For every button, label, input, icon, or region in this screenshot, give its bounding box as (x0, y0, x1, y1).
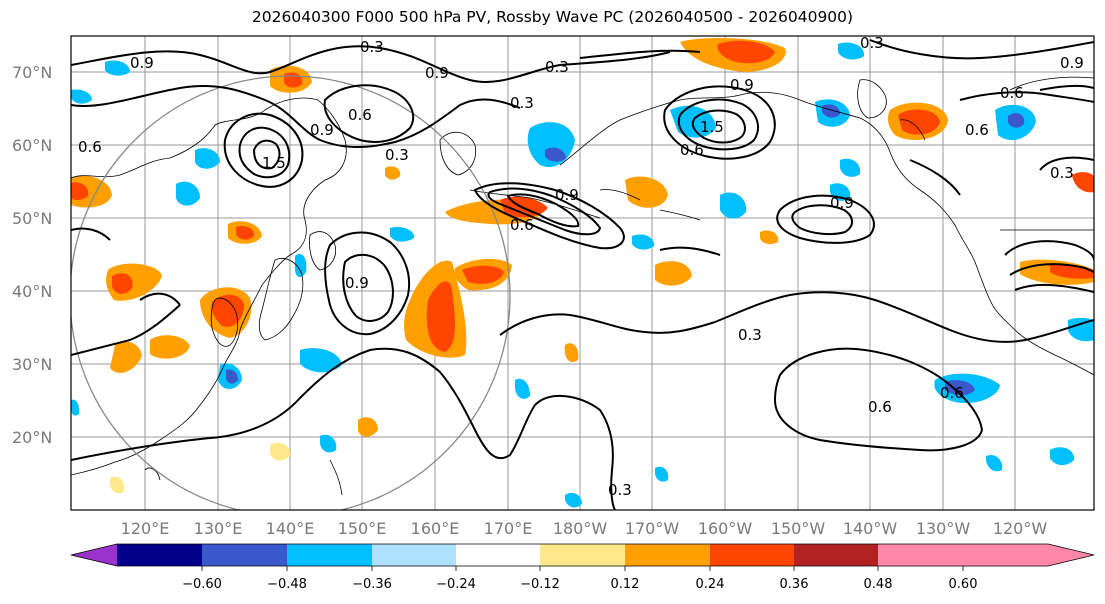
longitude-labels: 120°E 130°E 140°E 150°E 160°E 170°E 180°… (121, 519, 1048, 538)
contour-label: 0.3 (1050, 164, 1074, 182)
lon-label: 180°W (553, 519, 608, 538)
contour-label: 0.9 (425, 64, 449, 82)
lon-label: 160°E (411, 519, 460, 538)
colorbar-segment (372, 544, 456, 566)
colorbar-tick-label: −0.12 (520, 577, 560, 592)
contour-label: 0.3 (385, 146, 409, 164)
colorbar-tick-label: 0.24 (696, 577, 725, 592)
colorbar-segment (625, 544, 710, 566)
contour-label: 0.6 (868, 398, 892, 416)
contour-label: 0.9 (730, 76, 754, 94)
contour-label: 1.5 (700, 118, 724, 136)
colorbar-tick-label: 0.12 (611, 577, 640, 592)
contour-label: 0.6 (680, 141, 704, 159)
colorbar-segment (540, 544, 625, 566)
contour-label: 0.3 (860, 34, 884, 52)
colorbar-segment (710, 544, 794, 566)
lon-label: 150°W (771, 519, 826, 538)
lat-label: 20°N (12, 428, 52, 447)
lat-label: 70°N (12, 63, 52, 82)
pv-contours (71, 39, 1094, 510)
pc-shading (71, 38, 1094, 508)
coastlines (71, 76, 1094, 496)
lat-label: 50°N (12, 209, 52, 228)
lon-label: 120°E (121, 519, 170, 538)
lon-label: 170°E (484, 519, 533, 538)
lon-label: 140°E (266, 519, 315, 538)
colorbar-tick-label: −0.36 (352, 577, 392, 592)
lon-label: 140°W (843, 519, 898, 538)
colorbar-tick-label: 0.48 (864, 577, 893, 592)
contour-label: 0.6 (1000, 84, 1024, 102)
colorbar-segment (794, 544, 878, 566)
contour-label: 0.3 (545, 58, 569, 76)
colorbar-right-extension (963, 544, 1094, 566)
rossby-wave-region-circle (71, 75, 511, 510)
contour-label: 0.9 (310, 121, 334, 139)
map-frame (70, 35, 1095, 511)
positive-anomaly (71, 38, 1094, 494)
negative-anomaly (71, 42, 1094, 508)
colorbar-segment (117, 544, 202, 566)
contour-label: 0.6 (510, 216, 534, 234)
colorbar-tick-marks (201, 566, 964, 571)
colorbar-tick-label: −0.60 (182, 577, 222, 592)
contour-label: 0.9 (345, 274, 369, 292)
contour-label: 0.9 (555, 186, 579, 204)
contour-label: 0.9 (830, 194, 854, 212)
contour-label: 0.3 (360, 38, 384, 56)
colorbar: −0.60 −0.48 −0.36 −0.24 −0.12 0.12 0.24 … (70, 543, 1095, 592)
contour-label: 0.6 (78, 138, 102, 156)
lon-label: 160°W (698, 519, 753, 538)
map-panel (71, 36, 1094, 510)
lat-label: 40°N (12, 282, 52, 301)
colorbar-segment (456, 544, 540, 566)
colorbar-tick-label: 0.60 (949, 577, 978, 592)
latitude-labels: 70°N 60°N 50°N 40°N 30°N 20°N (12, 63, 52, 447)
lon-label: 150°E (338, 519, 387, 538)
contour-label: 0.9 (130, 54, 154, 72)
colorbar-tick-label: −0.48 (267, 577, 307, 592)
contour-label: 0.3 (608, 481, 632, 499)
colorbar-tick-label: 0.36 (780, 577, 809, 592)
contour-label: 0.3 (510, 94, 534, 112)
lon-label: 130°E (194, 519, 243, 538)
contour-label: 0.6 (965, 121, 989, 139)
contour-labels: 0.9 0.3 0.3 0.9 0.6 0.3 0.9 0.6 0.3 1.5 … (78, 34, 1084, 499)
colorbar-segment (878, 544, 963, 566)
contour-label: 0.3 (738, 326, 762, 344)
colorbar-segment (287, 544, 372, 566)
lon-label: 170°W (625, 519, 680, 538)
contour-label: 0.9 (1060, 54, 1084, 72)
contour-label: 1.5 (262, 154, 286, 172)
lon-label: 120°W (993, 519, 1048, 538)
gridlines (71, 36, 1094, 510)
lat-label: 60°N (12, 136, 52, 155)
lon-label: 130°W (916, 519, 971, 538)
colorbar-left-extension (71, 544, 117, 566)
contour-label: 0.6 (940, 384, 964, 402)
plot-title: 2026040300 F000 500 hPa PV, Rossby Wave … (251, 8, 854, 26)
lat-label: 30°N (12, 355, 52, 374)
colorbar-segment (202, 544, 287, 566)
colorbar-tick-label: −0.24 (436, 577, 476, 592)
contour-label: 0.6 (348, 106, 372, 124)
